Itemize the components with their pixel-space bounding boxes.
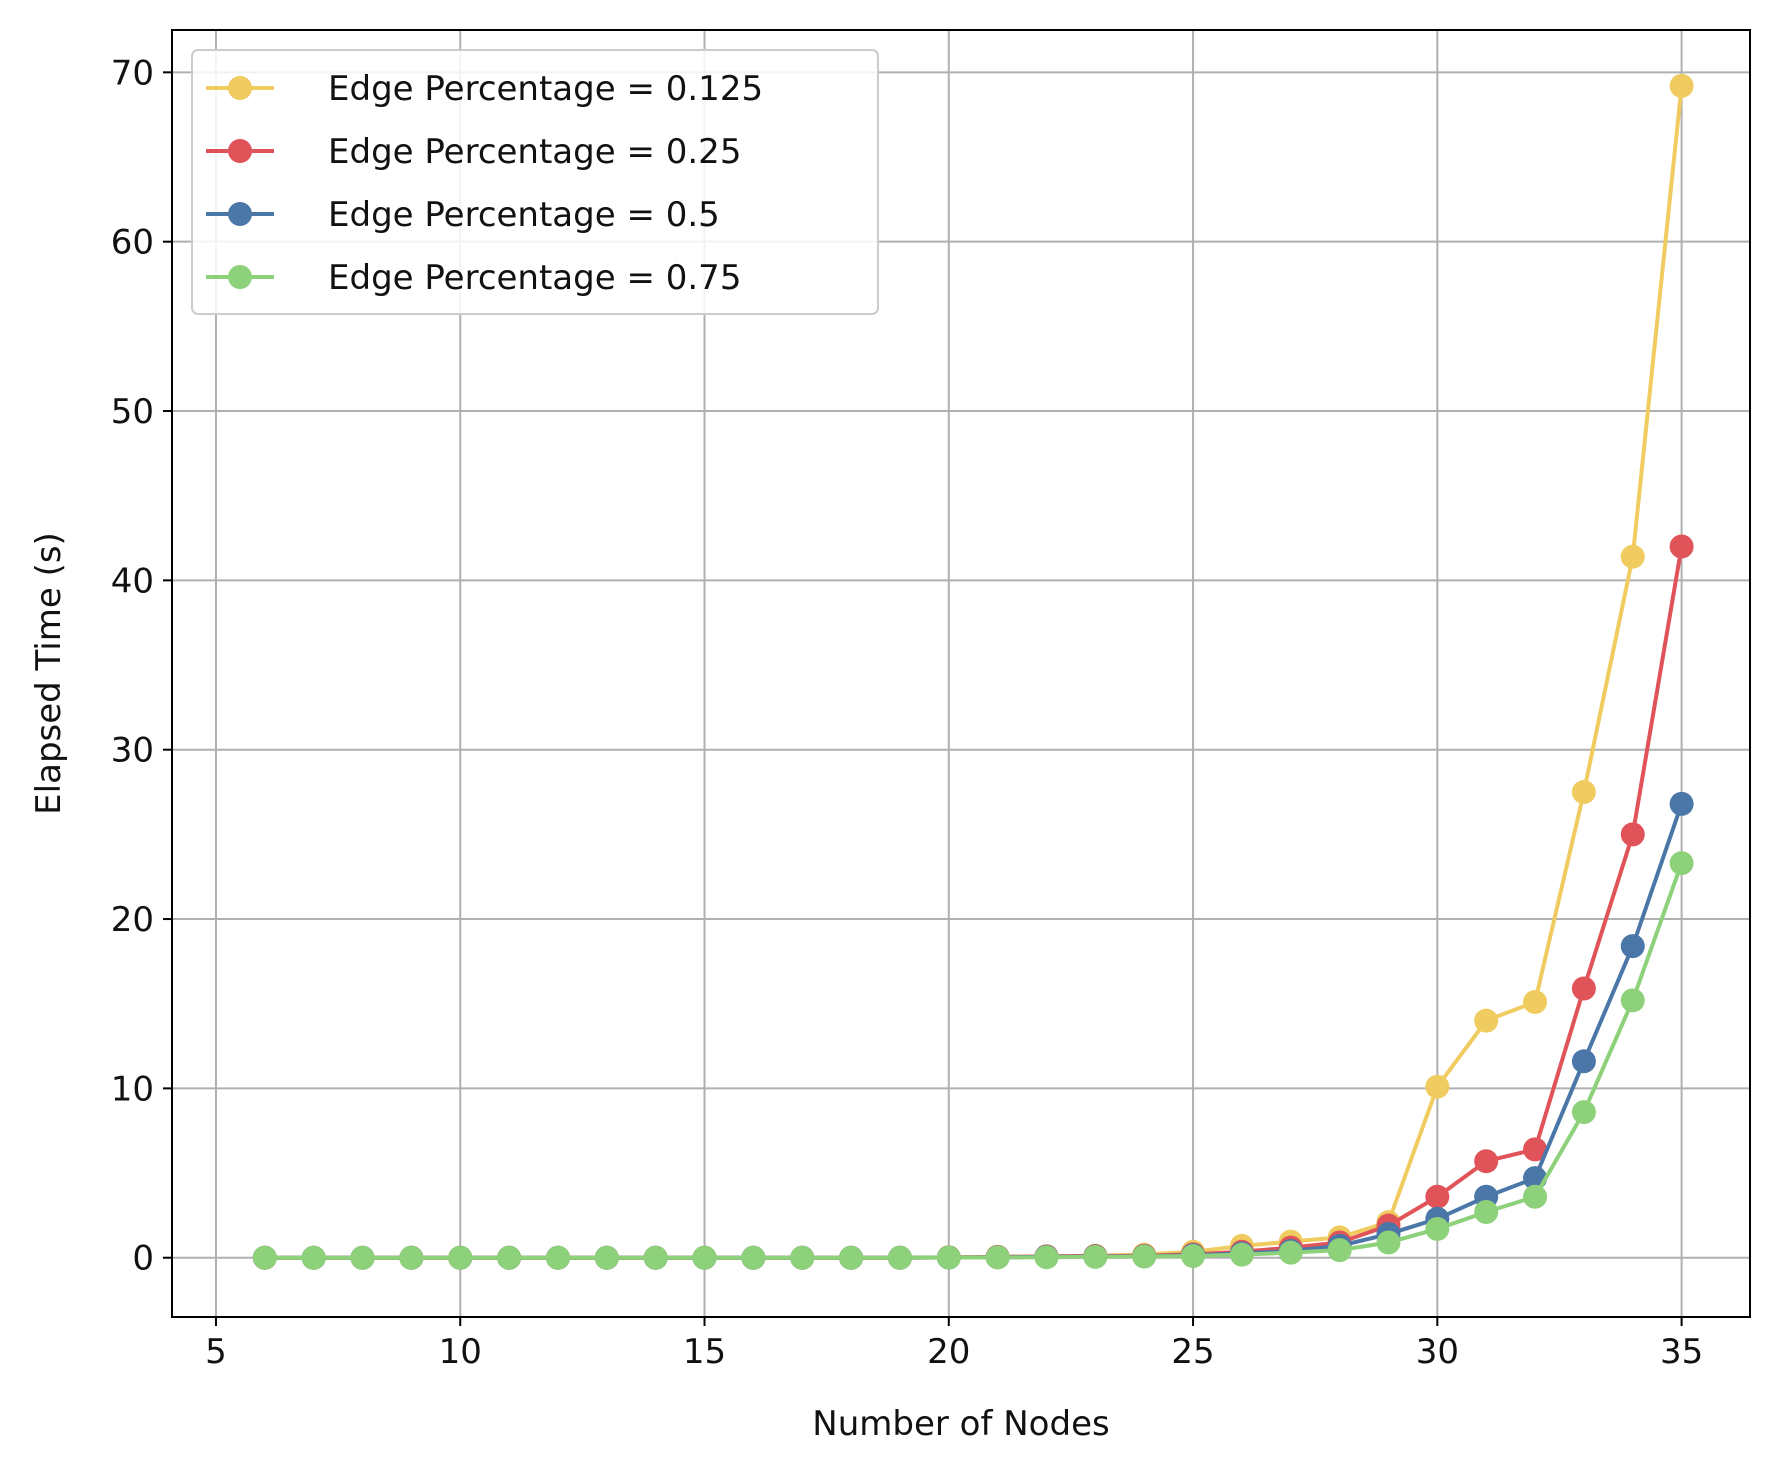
y-tick-label: 40 xyxy=(111,561,154,601)
legend-marker xyxy=(228,265,252,289)
legend-item: Edge Percentage = 0.75 xyxy=(206,258,741,298)
plot-frame xyxy=(171,29,1751,1318)
y-tick-label: 60 xyxy=(111,223,154,263)
series-3 xyxy=(252,851,1694,1270)
data-point xyxy=(1474,1008,1499,1033)
data-point xyxy=(1278,1240,1303,1265)
data-point xyxy=(1034,1245,1059,1270)
data-point xyxy=(1474,1149,1499,1174)
data-point xyxy=(1620,934,1645,959)
x-tick-label: 35 xyxy=(1660,1332,1703,1372)
data-point xyxy=(350,1245,375,1270)
data-point xyxy=(1327,1238,1352,1263)
y-tick-label: 0 xyxy=(132,1239,154,1279)
x-axis-label: Number of Nodes xyxy=(812,1404,1109,1444)
data-point xyxy=(1669,534,1694,559)
data-point xyxy=(1132,1244,1157,1269)
x-tick-label: 30 xyxy=(1416,1332,1459,1372)
data-point xyxy=(985,1245,1010,1270)
data-point xyxy=(1523,1184,1548,1209)
legend-item: Edge Percentage = 0.125 xyxy=(206,69,763,109)
data-point xyxy=(1571,1049,1596,1074)
y-tick-label: 30 xyxy=(111,731,154,771)
y-tick-label: 20 xyxy=(111,900,154,940)
data-point xyxy=(594,1245,619,1270)
x-tick-label: 5 xyxy=(205,1332,227,1372)
data-point xyxy=(741,1245,766,1270)
data-point xyxy=(399,1245,424,1270)
legend-marker xyxy=(228,139,252,163)
data-point xyxy=(1425,1216,1450,1241)
data-point xyxy=(1523,1137,1548,1162)
data-point xyxy=(1181,1244,1206,1269)
data-point xyxy=(790,1245,815,1270)
data-point xyxy=(1620,544,1645,569)
data-point xyxy=(1376,1230,1401,1255)
data-point xyxy=(1425,1074,1450,1099)
data-point xyxy=(1669,73,1694,98)
series-layer xyxy=(252,73,1694,1270)
legend-label: Edge Percentage = 0.75 xyxy=(328,258,741,298)
data-point xyxy=(1669,851,1694,876)
x-tick-label: 10 xyxy=(439,1332,482,1372)
x-tick-label: 25 xyxy=(1171,1332,1214,1372)
data-point xyxy=(252,1245,277,1270)
legend-label: Edge Percentage = 0.5 xyxy=(328,195,720,235)
data-point xyxy=(1571,1100,1596,1125)
data-point xyxy=(1669,791,1694,816)
data-point xyxy=(1571,780,1596,805)
data-point xyxy=(1229,1242,1254,1267)
y-tick-label: 70 xyxy=(111,53,154,93)
data-point xyxy=(1571,976,1596,1001)
y-axis-label: Elapsed Time (s) xyxy=(29,532,69,815)
legend-marker xyxy=(228,202,252,226)
data-point xyxy=(1083,1244,1108,1269)
data-point xyxy=(839,1245,864,1270)
data-point xyxy=(643,1245,668,1270)
x-tick-label: 15 xyxy=(683,1332,726,1372)
data-point xyxy=(887,1245,912,1270)
data-point xyxy=(301,1245,326,1270)
data-point xyxy=(1474,1200,1499,1225)
data-point xyxy=(1620,822,1645,847)
data-point xyxy=(1523,990,1548,1015)
data-point xyxy=(936,1245,961,1270)
data-point xyxy=(1425,1184,1450,1209)
legend-label: Edge Percentage = 0.125 xyxy=(328,69,763,109)
axis-ticks: 5 10 15 20 25 30 35 0 10 20 30 40 50 60 70 xyxy=(111,53,1704,1372)
legend-box xyxy=(191,49,879,315)
data-point xyxy=(692,1245,717,1270)
x-tick-label: 20 xyxy=(927,1332,970,1372)
data-point xyxy=(497,1245,522,1270)
legend: Edge Percentage = 0.125 Edge Percentage =… xyxy=(191,49,879,315)
legend-item: Edge Percentage = 0.5 xyxy=(206,195,720,235)
y-tick-label: 50 xyxy=(111,392,154,432)
data-point xyxy=(448,1245,473,1270)
legend-label: Edge Percentage = 0.25 xyxy=(328,132,741,172)
y-tick-label: 10 xyxy=(111,1069,154,1109)
legend-item: Edge Percentage = 0.25 xyxy=(206,132,741,172)
data-point xyxy=(545,1245,570,1270)
data-point xyxy=(1620,988,1645,1013)
legend-marker xyxy=(228,76,252,100)
